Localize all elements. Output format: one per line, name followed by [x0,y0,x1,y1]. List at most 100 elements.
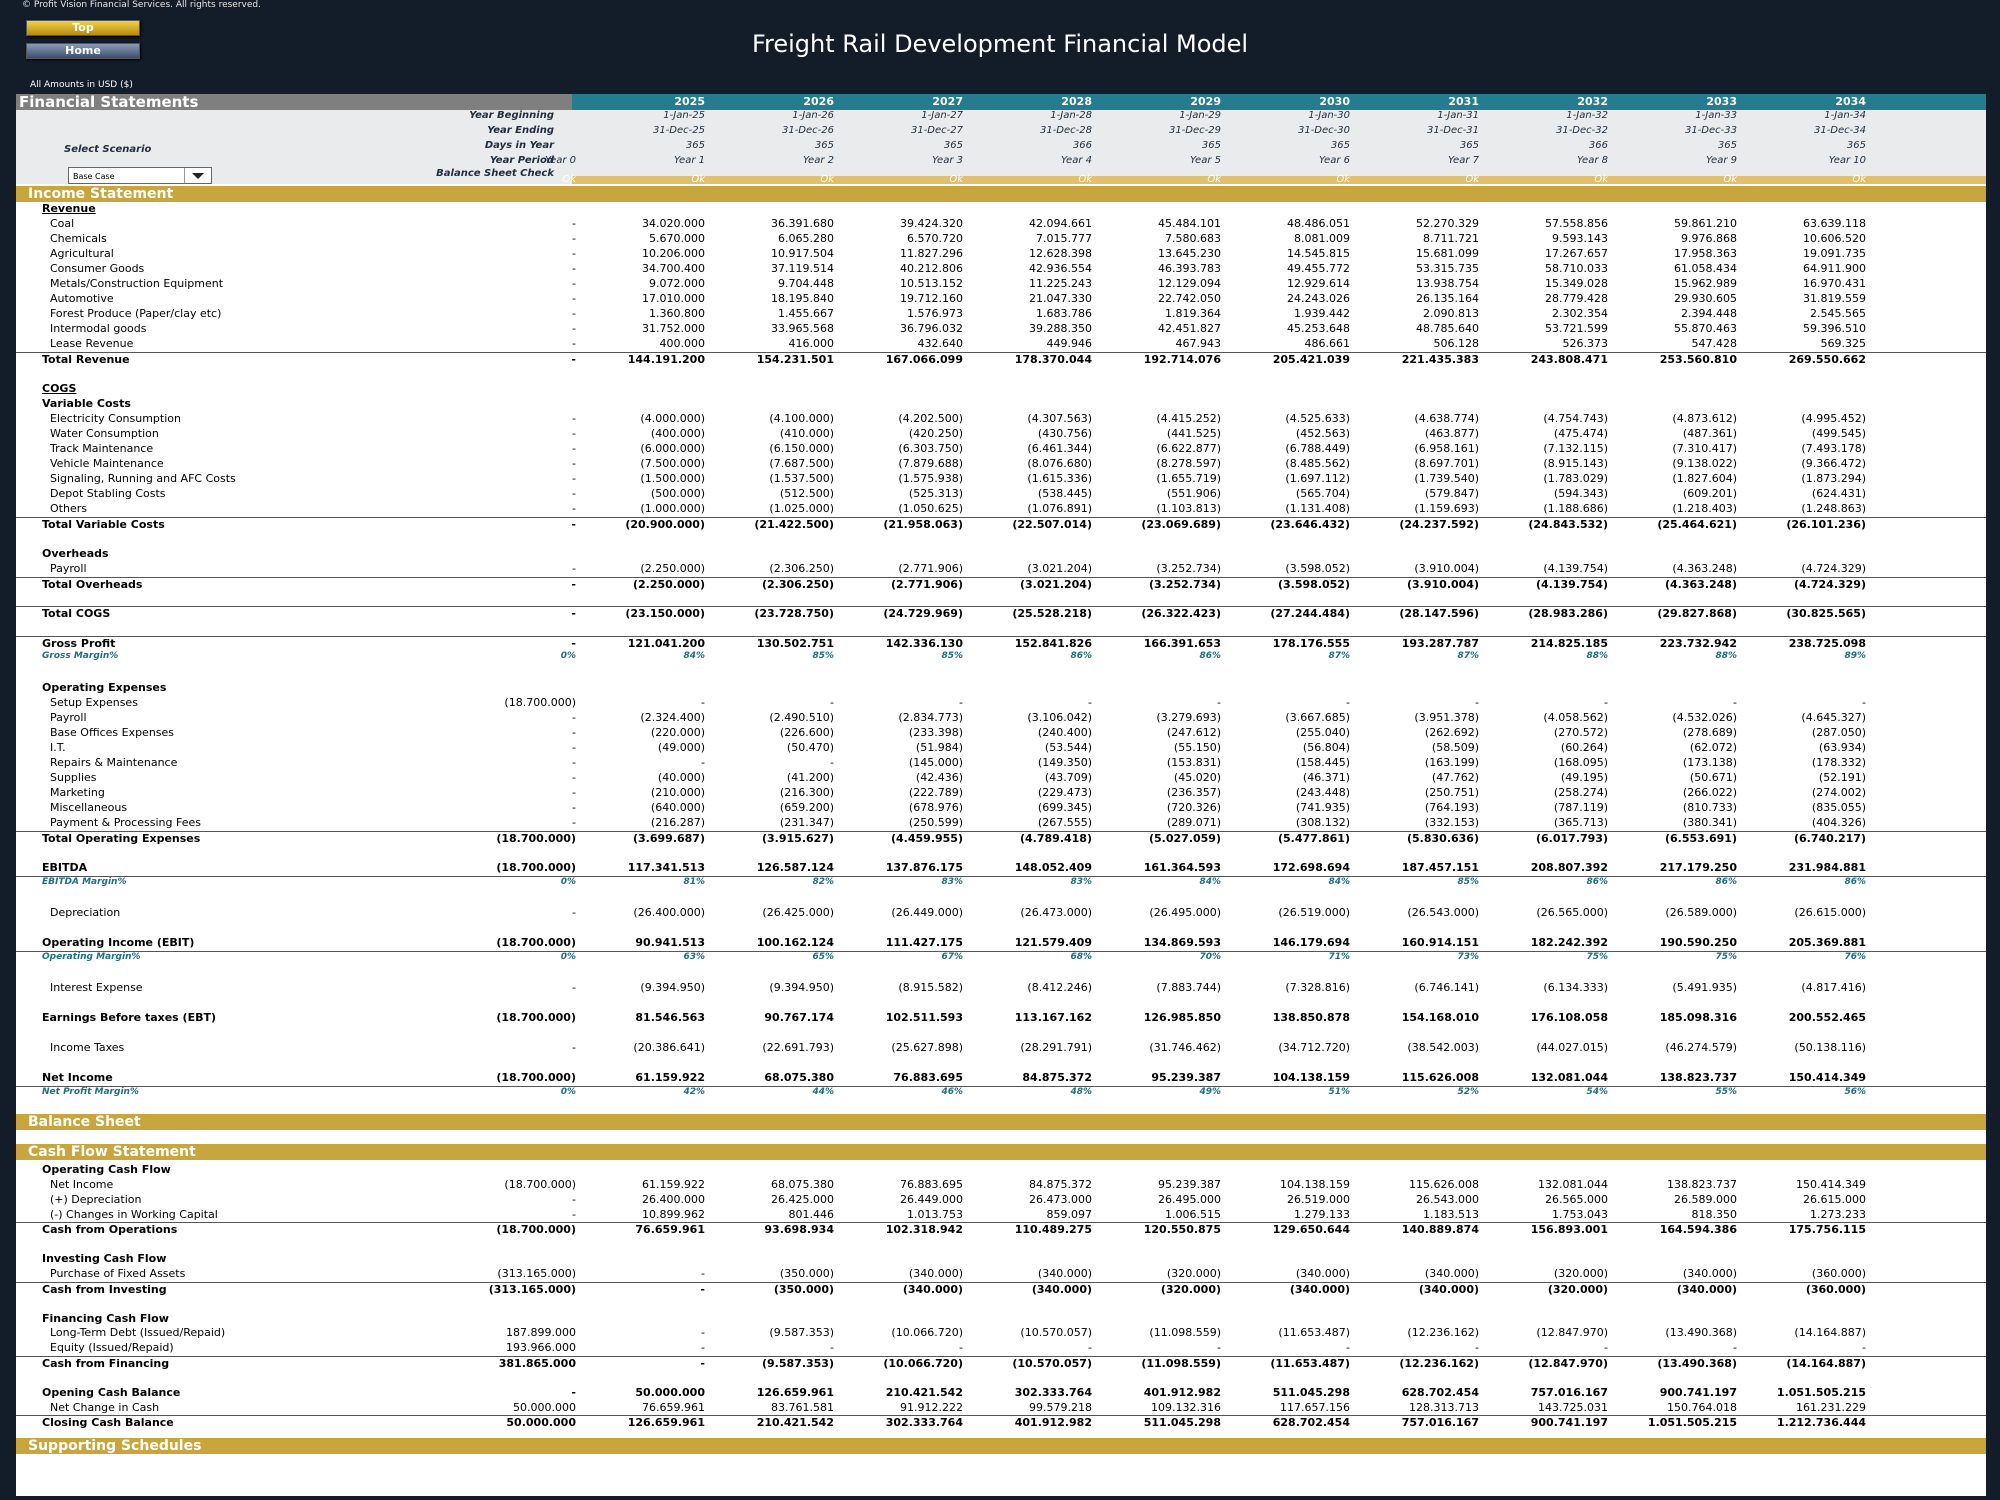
year_ending-cell: 31-Dec-33 [1684,125,1737,136]
cell-value: 193.287.787 [1401,637,1479,651]
cell-value: 36.391.680 [771,216,834,230]
cell-value: (4.645.327) [1801,711,1866,725]
cell-value: (1.873.294) [1801,471,1866,485]
cell-value: (699.345) [1037,801,1092,815]
cell-value: (26.589.000) [1665,906,1737,920]
cell-value: 26.615.000 [1803,1192,1866,1206]
cell-value: (51.984) [915,741,963,755]
cell-value: (452.563) [1295,426,1350,440]
cell-value: (4.724.329) [1801,561,1866,575]
cell-value: (26.615.000) [1794,906,1866,920]
cell-value: 1.360.800 [649,306,705,320]
row-cash-from-investing: Cash from Investing (313.165.000) - (350.00… [16,1281,1986,1298]
chevron-down-icon[interactable] [184,168,211,183]
row-setup-expenses: Setup Expenses (18.700.000) - - - - - - - - - - [16,696,1986,711]
cell-value: 81% [683,877,705,888]
year_ending-cell: 31-Dec-28 [1039,125,1092,136]
row-label: Lease Revenue [50,336,134,350]
cell-value: (63.934) [1818,741,1866,755]
home-button[interactable]: Home [26,43,140,59]
cell-value: 14.545.815 [1287,246,1350,260]
row-label: Forest Produce (Paper/clay etc) [50,306,222,320]
year_period-cell: Year 10 [1828,155,1866,166]
cell-value: 58.710.033 [1545,261,1608,275]
cell-value: (22.691.793) [762,1040,834,1054]
balance-check-ok: Ok [691,174,705,185]
year_beginning-cell: 1-Jan-34 [1824,110,1866,121]
cell-value: 859.097 [1046,1207,1093,1221]
cell-value: 26.495.000 [1158,1192,1221,1206]
cell-value: (62.072) [1689,741,1737,755]
row-operating-cash-flow: Operating Cash Flow [16,1163,1986,1178]
cell-value: 2.545.565 [1810,306,1866,320]
cell-value: 84.875.372 [1029,1177,1092,1191]
cell-value: 432.640 [917,336,964,350]
cell-value: (3.598.052) [1278,577,1350,591]
cell-value: 150.764.018 [1667,1400,1737,1414]
cell-value: - [572,1040,576,1054]
year-header-2030: 2030 [1319,95,1350,108]
cell-value: - [572,771,576,785]
cell-value: 31.819.559 [1803,291,1866,305]
cell-value: 13.938.754 [1416,276,1479,290]
cell-value: 36.796.032 [900,321,963,335]
row-label: Payroll [50,561,87,575]
cell-value: 50.000.000 [635,1385,705,1399]
cell-value: 253.560.810 [1659,352,1737,366]
cell-value: (267.555) [1037,816,1092,830]
top-button[interactable]: Top [26,20,140,36]
row-net-profit-margin: Net Profit Margin% 0% 42% 44% 46% 48% 49% 51% 52… [16,1085,1986,1102]
cell-value: (2.306.250) [762,577,834,591]
cell-value: - [700,1282,705,1296]
cell-value: 61.058.434 [1674,261,1737,275]
cell-value: 86% [1586,877,1608,888]
cell-value: (12.236.162) [1407,1326,1479,1340]
cell-value: (46.274.579) [1665,1040,1737,1054]
cell-value: (1.697.112) [1285,471,1350,485]
cell-value: (360.000) [1805,1282,1866,1296]
cell-value: 128.313.713 [1409,1400,1479,1414]
cell-value: 178.370.044 [1014,352,1092,366]
year-header-2026: 2026 [803,95,834,108]
cell-value: (22.507.014) [1012,517,1092,531]
cell-value: (9.394.950) [640,980,705,994]
cell-value: 33.965.568 [771,321,834,335]
cell-value: 757.016.167 [1401,1416,1479,1430]
cell-value: (18.700.000) [496,1010,576,1024]
scenario-dropdown[interactable]: Base Case [68,167,212,184]
cell-value: (6.000.000) [640,441,705,455]
cell-value: (26.449.000) [891,906,963,920]
row-label: Marketing [50,786,105,800]
cell-value: (274.002) [1811,786,1866,800]
row-label: Intermodal goods [50,321,147,335]
cell-value: (4.139.754) [1543,561,1608,575]
cell-value: 178.176.555 [1272,637,1350,651]
cell-value: (4.532.026) [1672,711,1737,725]
row-variable-costs: Variable Costs [16,397,1986,412]
cell-value: (20.386.641) [633,1040,705,1054]
row-label: Equity (Issued/Repaid) [50,1341,174,1355]
cell-value: 70% [1199,952,1221,962]
cell-value: (58.509) [1431,741,1479,755]
cell-value: (4.415.252) [1156,411,1221,425]
row-opening-cash-balance: Opening Cash Balance - 50.000.000 126.659.9… [16,1386,1986,1401]
cell-value: (764.193) [1424,801,1479,815]
cell-value: (7.132.115) [1543,441,1608,455]
cell-value: - [572,471,576,485]
cell-value: - [959,1341,963,1355]
cell-value: 190.590.250 [1659,936,1737,950]
balance-check-ok: Ok [1336,174,1350,185]
cell-value: 83% [1070,877,1092,888]
cell-value: (7.328.816) [1285,980,1350,994]
cell-value: (4.100.000) [769,411,834,425]
cell-value: (6.134.333) [1543,980,1608,994]
row-i-t: I.T. - (49.000) (50.470) (51.984) (53.544) (55… [16,741,1986,756]
row-label: Net Profit Margin% [42,1086,139,1097]
cell-value: 1.051.505.215 [1647,1416,1737,1430]
cell-value: (45.020) [1173,771,1221,785]
cell-value: 85% [941,651,963,662]
row-label: Payroll [50,711,87,725]
cell-value: (594.343) [1553,486,1608,500]
cell-value: (21.958.063) [883,517,963,531]
